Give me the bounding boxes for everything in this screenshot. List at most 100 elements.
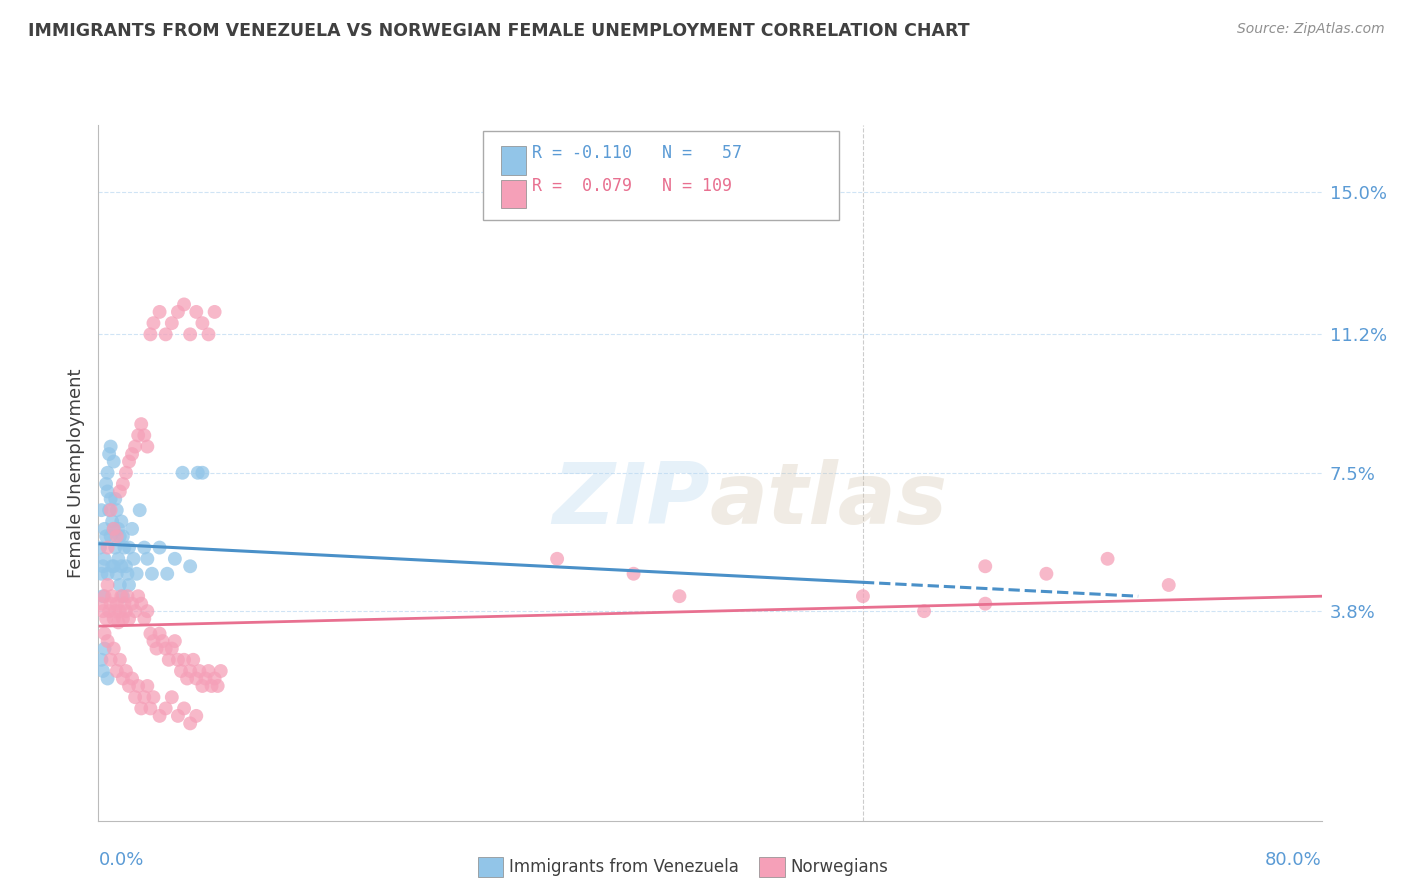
Point: [115, 559, 138, 574]
Point: [139, 626, 162, 640]
Point: [101, 559, 124, 574]
Point: [186, 305, 208, 319]
Point: [117, 589, 139, 603]
Point: [118, 612, 141, 626]
Point: [98, 447, 121, 461]
Point: [104, 491, 127, 506]
Point: [155, 701, 177, 715]
Point: [111, 672, 134, 686]
Point: [134, 612, 156, 626]
Point: [173, 297, 195, 311]
Point: [115, 604, 138, 618]
Point: [207, 679, 229, 693]
Point: [200, 679, 222, 693]
Point: [668, 589, 690, 603]
Point: [136, 440, 159, 454]
Point: [110, 515, 132, 529]
Text: R = -0.110   N =   57: R = -0.110 N = 57: [531, 145, 742, 162]
Point: [107, 615, 129, 630]
Point: [124, 690, 146, 705]
Point: [149, 541, 172, 555]
Point: [100, 597, 122, 611]
Point: [121, 447, 143, 461]
Point: [160, 641, 183, 656]
Point: [111, 477, 134, 491]
Point: [152, 634, 174, 648]
Point: [204, 672, 226, 686]
Point: [129, 701, 152, 715]
Point: [546, 551, 568, 566]
Text: Immigrants from Venezuela: Immigrants from Venezuela: [509, 858, 738, 876]
Point: [93, 626, 115, 640]
Text: Norwegians: Norwegians: [790, 858, 889, 876]
Point: [155, 641, 177, 656]
Point: [124, 440, 146, 454]
Point: [100, 491, 122, 506]
Point: [160, 690, 183, 705]
Point: [105, 503, 128, 517]
Point: [93, 641, 115, 656]
Point: [157, 653, 180, 667]
Point: [94, 612, 117, 626]
Point: [191, 316, 214, 330]
Point: [128, 503, 150, 517]
Point: [90, 566, 112, 581]
Point: [191, 679, 214, 693]
Point: [108, 529, 131, 543]
Point: [156, 566, 179, 581]
Point: [89, 541, 111, 555]
Point: [97, 672, 120, 686]
Point: [107, 551, 129, 566]
Point: [136, 604, 159, 618]
Point: [90, 653, 112, 667]
Point: [98, 604, 121, 618]
Point: [127, 589, 149, 603]
Point: [121, 597, 143, 611]
Point: [179, 664, 201, 678]
Text: 80.0%: 80.0%: [1265, 851, 1322, 869]
Point: [197, 664, 219, 678]
Point: [912, 604, 935, 618]
Point: [98, 503, 121, 517]
Point: [105, 529, 128, 543]
Point: [125, 566, 148, 581]
Point: [141, 566, 163, 581]
Point: [97, 466, 120, 480]
Point: [209, 664, 232, 678]
Point: [108, 653, 131, 667]
Point: [1157, 578, 1180, 592]
Point: [118, 541, 141, 555]
Text: Source: ZipAtlas.com: Source: ZipAtlas.com: [1237, 22, 1385, 37]
Y-axis label: Female Unemployment: Female Unemployment: [66, 368, 84, 577]
Point: [173, 653, 195, 667]
Point: [167, 305, 190, 319]
Point: [100, 503, 122, 517]
Point: [142, 690, 165, 705]
Point: [103, 612, 125, 626]
Point: [181, 653, 204, 667]
Point: [160, 316, 183, 330]
Point: [104, 604, 127, 618]
Point: [163, 634, 186, 648]
Point: [107, 522, 129, 536]
Point: [97, 566, 120, 581]
Point: [127, 428, 149, 442]
Point: [110, 559, 132, 574]
Point: [194, 672, 217, 686]
Point: [136, 679, 159, 693]
Point: [149, 709, 172, 723]
Point: [93, 589, 115, 603]
Point: [974, 559, 997, 574]
Point: [186, 672, 208, 686]
Point: [134, 428, 156, 442]
Point: [170, 664, 193, 678]
Text: 0.0%: 0.0%: [98, 851, 143, 869]
Point: [179, 559, 201, 574]
Point: [1035, 566, 1057, 581]
Point: [108, 484, 131, 499]
Point: [111, 589, 134, 603]
Point: [90, 597, 112, 611]
Point: [187, 466, 209, 480]
Point: [91, 559, 114, 574]
Point: [852, 589, 875, 603]
